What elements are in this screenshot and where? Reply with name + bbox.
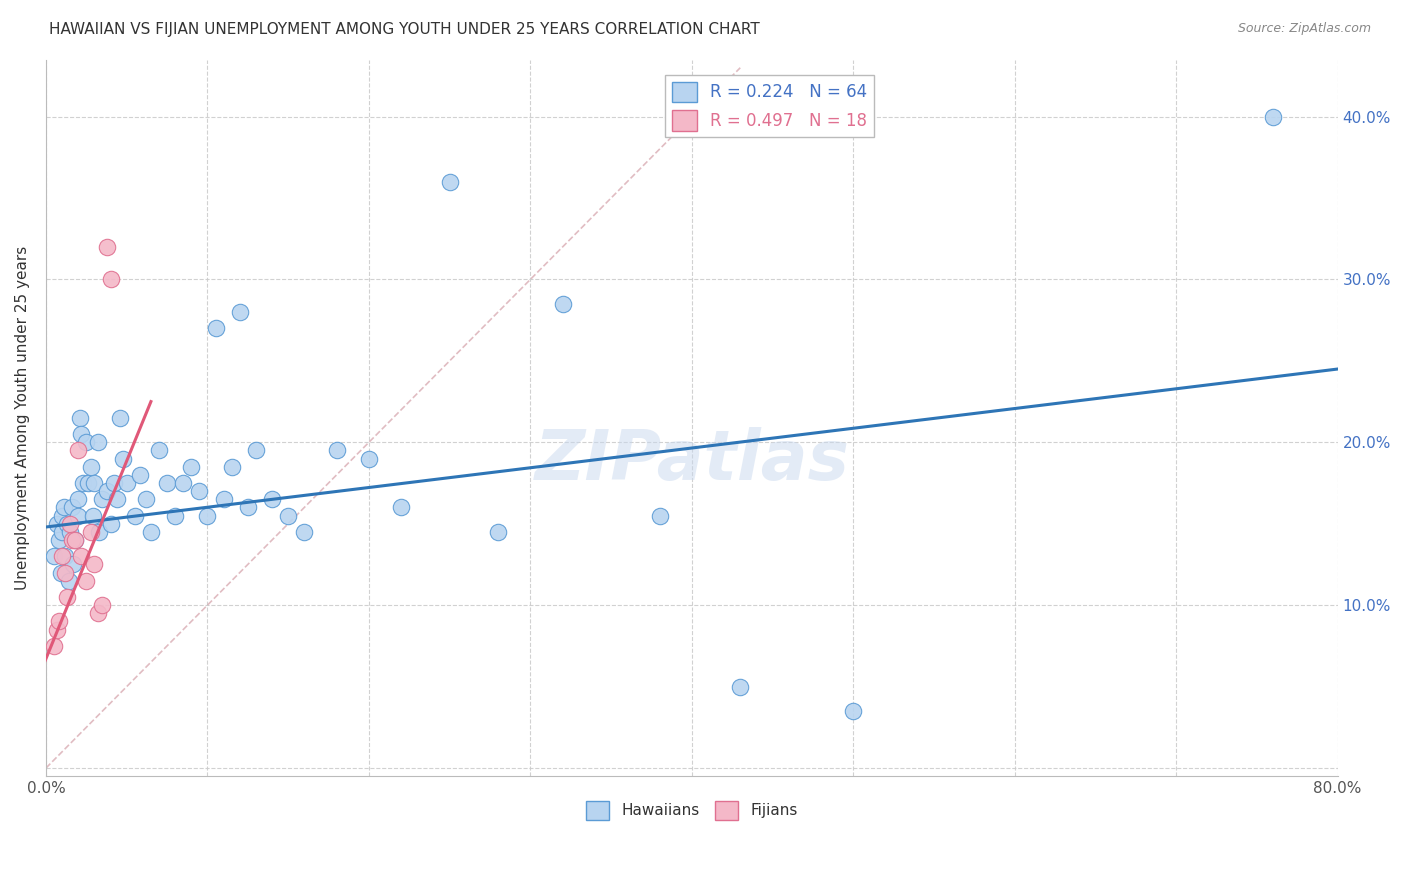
Point (842, 704, 865, 718)
Point (62, 558, 84, 572)
Point (48, 533, 70, 547)
Point (86, 435, 108, 450)
Point (165, 508, 187, 523)
Point (221, 459, 243, 474)
Point (139, 524, 162, 539)
Point (46, 516, 69, 531)
Point (180, 459, 202, 474)
Point (100, 272, 122, 286)
Point (228, 305, 250, 319)
Point (204, 321, 226, 335)
Point (49, 566, 72, 580)
Point (56, 516, 79, 531)
Text: HAWAIIAN VS FIJIAN UNEMPLOYMENT AMONG YOUTH UNDER 25 YEARS CORRELATION CHART: HAWAIIAN VS FIJIAN UNEMPLOYMENT AMONG YO… (49, 22, 761, 37)
Y-axis label: Unemployment Among Youth under 25 years: Unemployment Among Youth under 25 years (15, 246, 30, 590)
Point (148, 443, 170, 458)
Point (82, 508, 104, 523)
Point (96, 484, 118, 499)
Point (46, 623, 69, 637)
Point (172, 476, 194, 491)
Point (89, 524, 111, 539)
Point (67, 443, 90, 458)
Text: Source: ZipAtlas.com: Source: ZipAtlas.com (1237, 22, 1371, 36)
Point (260, 492, 283, 507)
Point (188, 484, 211, 499)
Point (53, 566, 76, 580)
Point (48, 615, 70, 629)
Point (67, 508, 90, 523)
Point (60, 533, 83, 547)
Point (325, 443, 347, 458)
Point (128, 467, 150, 482)
Point (277, 508, 299, 523)
Point (60, 500, 83, 515)
Point (70, 427, 93, 442)
Point (70, 549, 93, 564)
Point (105, 492, 128, 507)
Point (96, 240, 118, 254)
Point (156, 476, 179, 491)
Point (551, 297, 574, 311)
Point (648, 508, 671, 523)
Point (110, 410, 132, 425)
Point (80, 524, 103, 539)
Point (56, 590, 79, 604)
Point (728, 680, 751, 694)
Point (75, 574, 97, 588)
Point (77, 476, 100, 491)
Point (212, 492, 235, 507)
Point (51, 549, 73, 564)
Point (80, 459, 103, 474)
Point (83, 558, 105, 572)
Point (91, 598, 114, 612)
Text: ZIPatlas: ZIPatlas (534, 427, 849, 494)
Point (236, 500, 259, 515)
Point (292, 524, 315, 539)
Point (59, 524, 82, 539)
Point (83, 476, 105, 491)
Point (439, 175, 461, 189)
Point (53, 549, 76, 564)
Point (59, 516, 82, 531)
Point (115, 476, 138, 491)
Point (67, 492, 90, 507)
Point (1261, 110, 1284, 124)
Point (42, 549, 65, 564)
Point (245, 443, 267, 458)
Point (58, 574, 80, 588)
Point (63, 533, 86, 547)
Point (357, 451, 380, 466)
Point (486, 524, 509, 539)
Point (51, 524, 73, 539)
Point (197, 508, 219, 523)
Point (100, 516, 122, 531)
Point (75, 435, 97, 450)
Point (135, 492, 157, 507)
Point (42, 639, 65, 653)
Point (52, 500, 75, 515)
Point (103, 476, 125, 491)
Point (86, 607, 108, 621)
Point (112, 451, 135, 466)
Point (72, 476, 94, 491)
Point (91, 492, 114, 507)
Legend: Hawaiians, Fijians: Hawaiians, Fijians (581, 795, 803, 826)
Point (51, 508, 73, 523)
Point (124, 508, 146, 523)
Point (63, 533, 86, 547)
Point (389, 500, 412, 515)
Point (69, 410, 91, 425)
